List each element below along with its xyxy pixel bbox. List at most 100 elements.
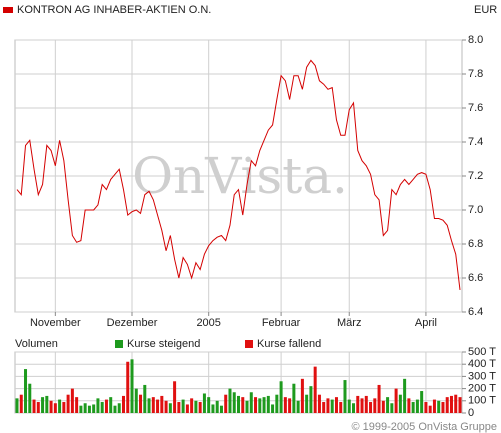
volume-bar xyxy=(156,399,160,413)
volume-bar xyxy=(241,397,245,413)
volume-bar xyxy=(109,397,113,413)
volume-bar xyxy=(343,380,347,413)
title-marker xyxy=(3,7,13,13)
volume-bar xyxy=(24,369,28,413)
volume-bar xyxy=(275,394,279,413)
volume-bar xyxy=(100,402,104,413)
volume-bar xyxy=(143,384,147,413)
volume-bar xyxy=(19,394,23,413)
volume-bar xyxy=(126,361,130,413)
volume-bar xyxy=(15,398,19,413)
x-tick-label: November xyxy=(30,317,81,329)
volume-bar xyxy=(237,395,240,413)
volume-bar xyxy=(381,400,385,413)
y-tick-label: 7.2 xyxy=(468,170,483,182)
volume-bar xyxy=(177,402,181,413)
volume-bar xyxy=(317,394,321,413)
volume-bar xyxy=(173,381,177,413)
volume-bar xyxy=(292,383,296,413)
volume-bar xyxy=(279,381,283,413)
y-tick-label: 7.6 xyxy=(468,102,483,114)
y-tick-label: 300 T xyxy=(468,370,496,382)
volume-bar xyxy=(326,398,330,413)
volume-bar xyxy=(139,394,143,413)
volume-bar xyxy=(104,399,108,413)
volume-bar xyxy=(232,392,236,413)
volume-bar xyxy=(441,402,445,413)
volume-bar xyxy=(211,404,215,413)
y-tick-label: 400 T xyxy=(468,358,496,370)
volume-bar xyxy=(437,400,441,413)
volume-title: Volumen xyxy=(15,338,58,350)
volume-bar xyxy=(449,395,453,413)
volume-bar xyxy=(134,388,138,413)
volume-bar xyxy=(390,403,394,413)
volume-bar xyxy=(181,399,185,413)
volume-bar xyxy=(75,397,79,413)
volume-bar xyxy=(194,400,198,413)
chart-title: KONTRON AG INHABER-AKTIEN O.N. xyxy=(17,4,211,16)
volume-bar xyxy=(87,405,91,413)
y-tick-label: 200 T xyxy=(468,383,496,395)
volume-bar xyxy=(215,400,219,413)
volume-bar xyxy=(113,405,117,413)
y-tick-label: 7.4 xyxy=(468,136,483,148)
volume-bar xyxy=(228,388,232,413)
y-tick-label: 8.0 xyxy=(468,34,483,46)
volume-bar xyxy=(147,398,151,413)
volume-bar xyxy=(424,402,428,413)
volume-bar xyxy=(36,402,40,413)
volume-bar xyxy=(283,397,287,413)
volume-bar xyxy=(369,402,373,413)
volume-bar xyxy=(411,402,415,413)
volume-bar xyxy=(130,359,134,413)
currency: EUR xyxy=(474,4,497,16)
x-tick-label: März xyxy=(337,317,361,329)
volume-bar xyxy=(49,400,53,413)
y-tick-label: 0 xyxy=(468,407,474,419)
x-tick-label: 2005 xyxy=(196,317,220,329)
volume-bar xyxy=(403,378,407,413)
price-line xyxy=(16,59,461,290)
volume-bar xyxy=(420,391,424,413)
volume-bar xyxy=(83,403,87,413)
y-tick-label: 6.6 xyxy=(468,272,483,284)
volume-bar xyxy=(339,402,343,413)
legend-swatch xyxy=(115,340,123,348)
volume-bar xyxy=(117,403,121,413)
volume-bar xyxy=(41,397,45,413)
volume-bar xyxy=(202,393,206,413)
volume-bar xyxy=(364,395,368,413)
volume-bar xyxy=(415,399,419,413)
x-tick-label: April xyxy=(415,317,437,329)
volume-bar xyxy=(458,397,462,413)
volume-bar xyxy=(398,394,402,413)
volume-bar xyxy=(258,398,262,413)
volume-bar xyxy=(45,395,49,413)
volume-bar xyxy=(407,398,411,413)
volume-bar xyxy=(53,403,57,413)
volume-bar xyxy=(347,399,351,413)
volume-bar xyxy=(92,404,96,413)
volume-bar xyxy=(121,395,125,413)
volume-bar xyxy=(322,402,326,413)
volume-bar xyxy=(271,404,275,413)
y-tick-label: 7.8 xyxy=(468,68,483,80)
volume-bar xyxy=(62,402,66,413)
y-tick-label: 7.0 xyxy=(468,204,483,216)
volume-bar xyxy=(296,400,300,413)
volume-bar xyxy=(428,405,432,413)
volume-bar xyxy=(300,378,304,413)
y-tick-label: 6.8 xyxy=(468,238,483,250)
y-tick-label: 500 T xyxy=(468,346,496,358)
volume-bar xyxy=(245,400,249,413)
volume-bar xyxy=(454,394,458,413)
volume-bar xyxy=(432,399,436,413)
volume-bar xyxy=(373,398,377,413)
volume-bar xyxy=(262,397,266,413)
volume-bar xyxy=(360,398,364,413)
volume-bar xyxy=(70,388,74,413)
volume-bar xyxy=(352,403,356,413)
